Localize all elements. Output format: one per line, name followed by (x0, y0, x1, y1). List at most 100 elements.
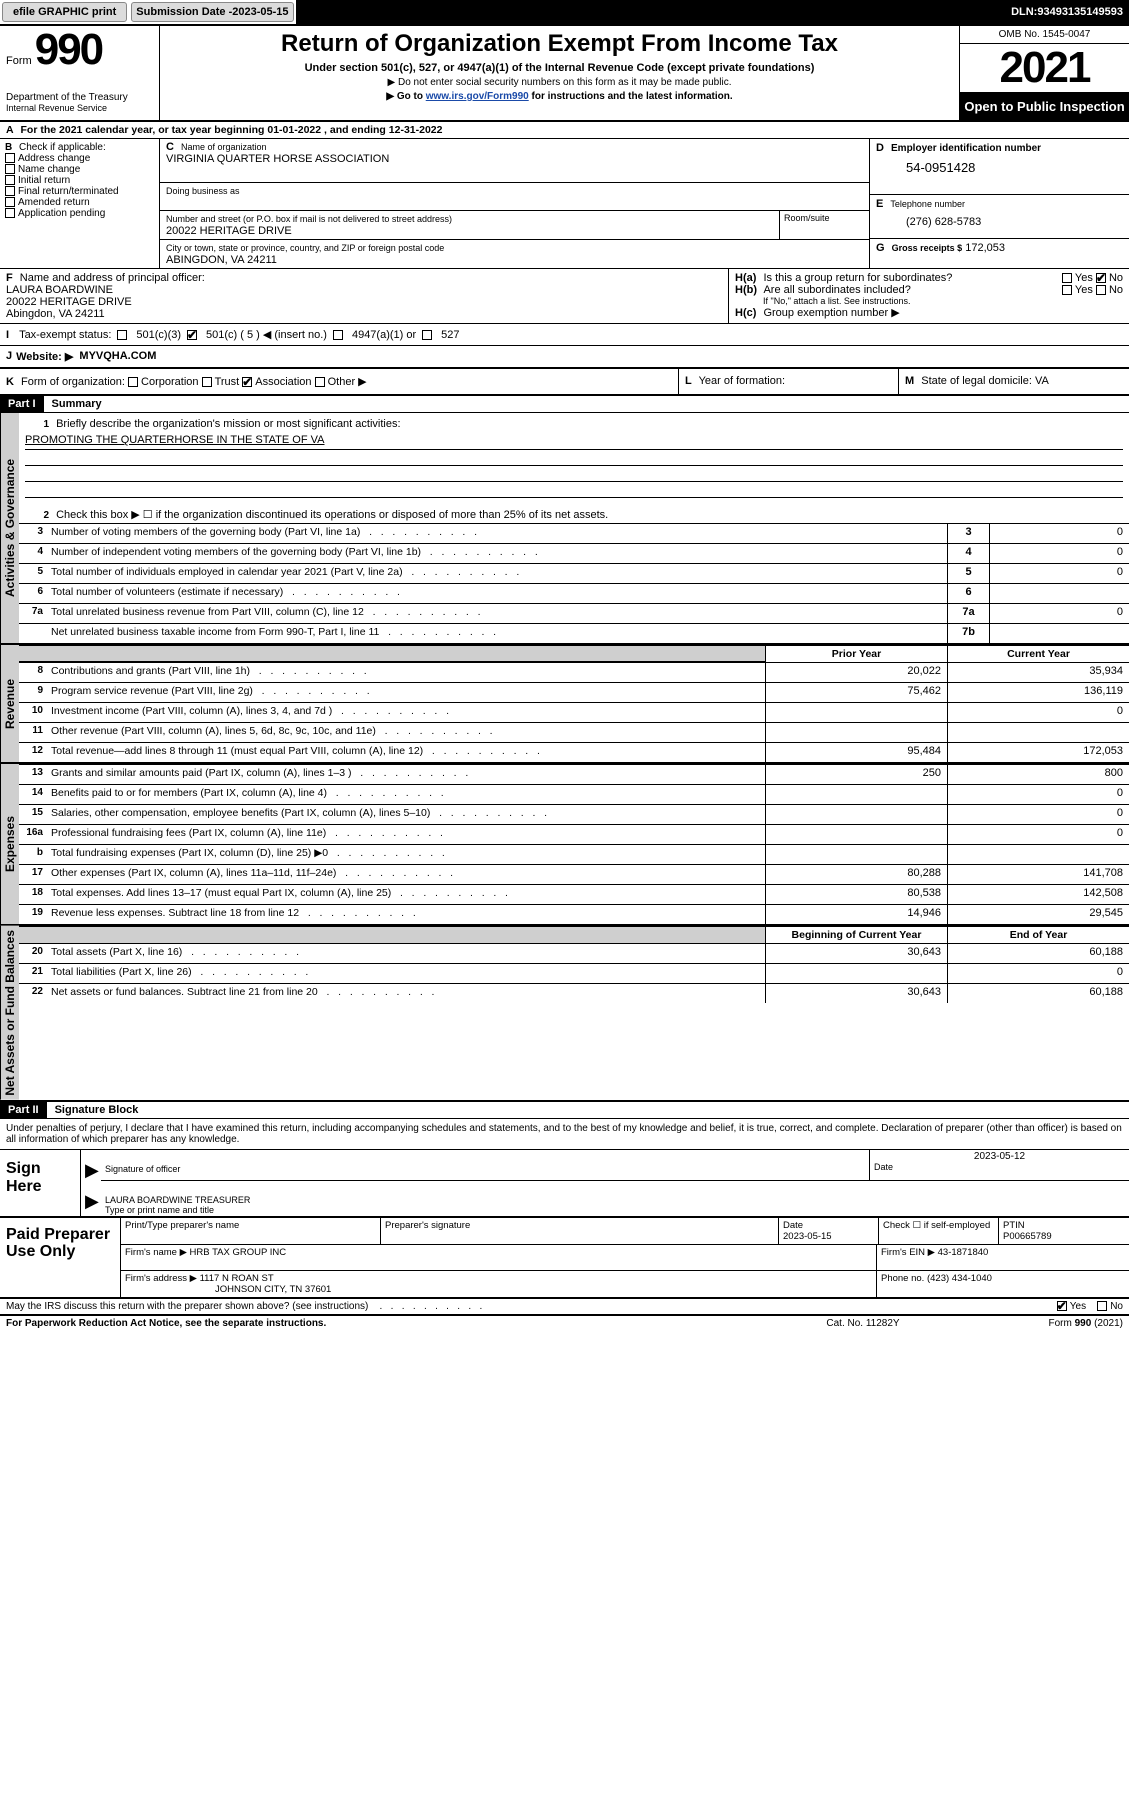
opt-address-change: Address change (18, 153, 90, 164)
chk-corp[interactable] (128, 377, 138, 387)
h-a-row: H(a) Is this a group return for subordin… (735, 272, 1123, 284)
hb-no: No (1109, 284, 1123, 296)
chk-501c[interactable] (187, 330, 197, 340)
chk-4947[interactable] (333, 330, 343, 340)
line-text: Benefits paid to or for members (Part IX… (47, 785, 765, 804)
sign-here-label: Sign Here (0, 1150, 80, 1216)
box-i: I Tax-exempt status: 501(c)(3) 501(c) ( … (0, 324, 1129, 346)
tax-year: 2021 (960, 44, 1129, 93)
line-box: 7a (947, 604, 989, 623)
chk-trust[interactable] (202, 377, 212, 387)
tax-period-row: A For the 2021 calendar year, or tax yea… (0, 122, 1129, 139)
chk-other[interactable] (315, 377, 325, 387)
vtab-expenses: Expenses (0, 764, 19, 924)
website-value: MYVQHA.COM (79, 350, 156, 363)
part-i-header: Part I Summary (0, 396, 1129, 413)
discuss-row: May the IRS discuss this return with the… (0, 1299, 1129, 1316)
chk-501c3[interactable] (117, 330, 127, 340)
officer-addr1: 20022 HERITAGE DRIVE (6, 296, 132, 308)
jurat-text: Under penalties of perjury, I declare th… (0, 1119, 1129, 1150)
chk-discuss-yes[interactable] (1057, 1301, 1067, 1311)
mission-value: PROMOTING THE QUARTERHORSE IN THE STATE … (25, 434, 324, 446)
chk-amended[interactable] (5, 197, 15, 207)
line-text: Other revenue (Part VIII, column (A), li… (47, 723, 765, 742)
org-name: VIRGINIA QUARTER HORSE ASSOCIATION (166, 153, 389, 165)
signature-field[interactable]: Signature of officer (101, 1150, 869, 1181)
chk-discuss-no[interactable] (1097, 1301, 1107, 1311)
line-value: 0 (989, 524, 1129, 543)
line-text: Investment income (Part VIII, column (A)… (47, 703, 765, 722)
opt-other: Other ▶ (328, 376, 367, 388)
chk-assoc[interactable] (242, 377, 252, 387)
firm-addr2: JOHNSON CITY, TN 37601 (125, 1284, 331, 1295)
line-num: 21 (19, 964, 47, 983)
firm-name-label: Firm's name ▶ (125, 1247, 187, 1258)
gov-line: 5Total number of individuals employed in… (19, 563, 1129, 583)
sign-here-block: Sign Here ▶ Signature of officer 2023-05… (0, 1150, 1129, 1218)
line-num: 22 (19, 984, 47, 1003)
dln: DLN: 93493135149593 (1005, 0, 1129, 24)
name-title-label: Type or print name and title (105, 1205, 1125, 1215)
box-m-label: State of legal domicile: (921, 375, 1032, 387)
current-value: 0 (947, 785, 1129, 804)
line-text: Revenue less expenses. Subtract line 18 … (47, 905, 765, 924)
chk-initial-return[interactable] (5, 175, 15, 185)
letter-hc: H(c) (735, 307, 756, 319)
line-num: 12 (19, 743, 47, 762)
box-d: D Employer identification number 54-0951… (870, 139, 1129, 195)
line-num: 8 (19, 663, 47, 682)
room-box: Room/suite (779, 211, 869, 240)
current-value: 142,508 (947, 885, 1129, 904)
website-label: Website: ▶ (16, 350, 73, 363)
chk-name-change[interactable] (5, 164, 15, 174)
irs-link[interactable]: www.irs.gov/Form990 (426, 91, 529, 102)
line-num: b (19, 845, 47, 864)
chk-hb-no[interactable] (1096, 285, 1106, 295)
street-label: Number and street (or P.O. box if mail i… (166, 214, 452, 224)
data-line: 13Grants and similar amounts paid (Part … (19, 764, 1129, 784)
box-l-label: Year of formation: (699, 375, 785, 387)
chk-ha-no[interactable] (1096, 273, 1106, 283)
line-box: 7b (947, 624, 989, 643)
letter-g: G (876, 242, 885, 254)
line-num: 10 (19, 703, 47, 722)
org-name-label: Name of organization (181, 142, 267, 152)
prep-ptin-cell: PTIN P00665789 (999, 1218, 1129, 1244)
line-text: Grants and similar amounts paid (Part IX… (47, 765, 765, 784)
letter-l: L (685, 375, 692, 387)
line-num: 14 (19, 785, 47, 804)
prior-value: 14,946 (765, 905, 947, 924)
prior-value (765, 703, 947, 722)
part-ii-title: Signature Block (47, 1102, 147, 1118)
form-subtitle-1: Under section 501(c), 527, or 4947(a)(1)… (168, 62, 951, 74)
line-num: 6 (19, 584, 47, 603)
chk-hb-yes[interactable] (1062, 285, 1072, 295)
prior-value (765, 723, 947, 742)
line-num: 15 (19, 805, 47, 824)
firm-addr-cell: Firm's address ▶ 1117 N ROAN ST JOHNSON … (121, 1271, 877, 1297)
exp-lines: 13Grants and similar amounts paid (Part … (19, 764, 1129, 924)
box-l: L Year of formation: (679, 369, 899, 394)
chk-app-pending[interactable] (5, 208, 15, 218)
ein-value: 54-0951428 (876, 154, 1123, 175)
line-1: 1 Briefly describe the organization's mi… (19, 413, 1129, 432)
efile-print-button[interactable]: efile GRAPHIC print (2, 2, 127, 22)
prep-date-hdr: Date (783, 1220, 803, 1231)
box-b: B Check if applicable: Address change Na… (0, 139, 160, 268)
chk-ha-yes[interactable] (1062, 273, 1072, 283)
prior-value: 75,462 (765, 683, 947, 702)
box-deg: D Employer identification number 54-0951… (869, 139, 1129, 268)
topbar-spacer (296, 0, 1006, 24)
paid-body: Print/Type preparer's name Preparer's si… (120, 1218, 1129, 1297)
opt-501c3: 501(c)(3) (136, 329, 181, 341)
chk-527[interactable] (422, 330, 432, 340)
block-revenue: Revenue Prior Year Current Year 8Contrib… (0, 645, 1129, 764)
line-num: 9 (19, 683, 47, 702)
chk-address-change[interactable] (5, 153, 15, 163)
prior-value (765, 825, 947, 844)
gross-label: Gross receipts $ (892, 243, 963, 253)
form-subtitle-2: ▶ Do not enter social security numbers o… (168, 77, 951, 88)
line-text: Total expenses. Add lines 13–17 (must eq… (47, 885, 765, 904)
current-value: 60,188 (947, 984, 1129, 1003)
chk-final-return[interactable] (5, 186, 15, 196)
